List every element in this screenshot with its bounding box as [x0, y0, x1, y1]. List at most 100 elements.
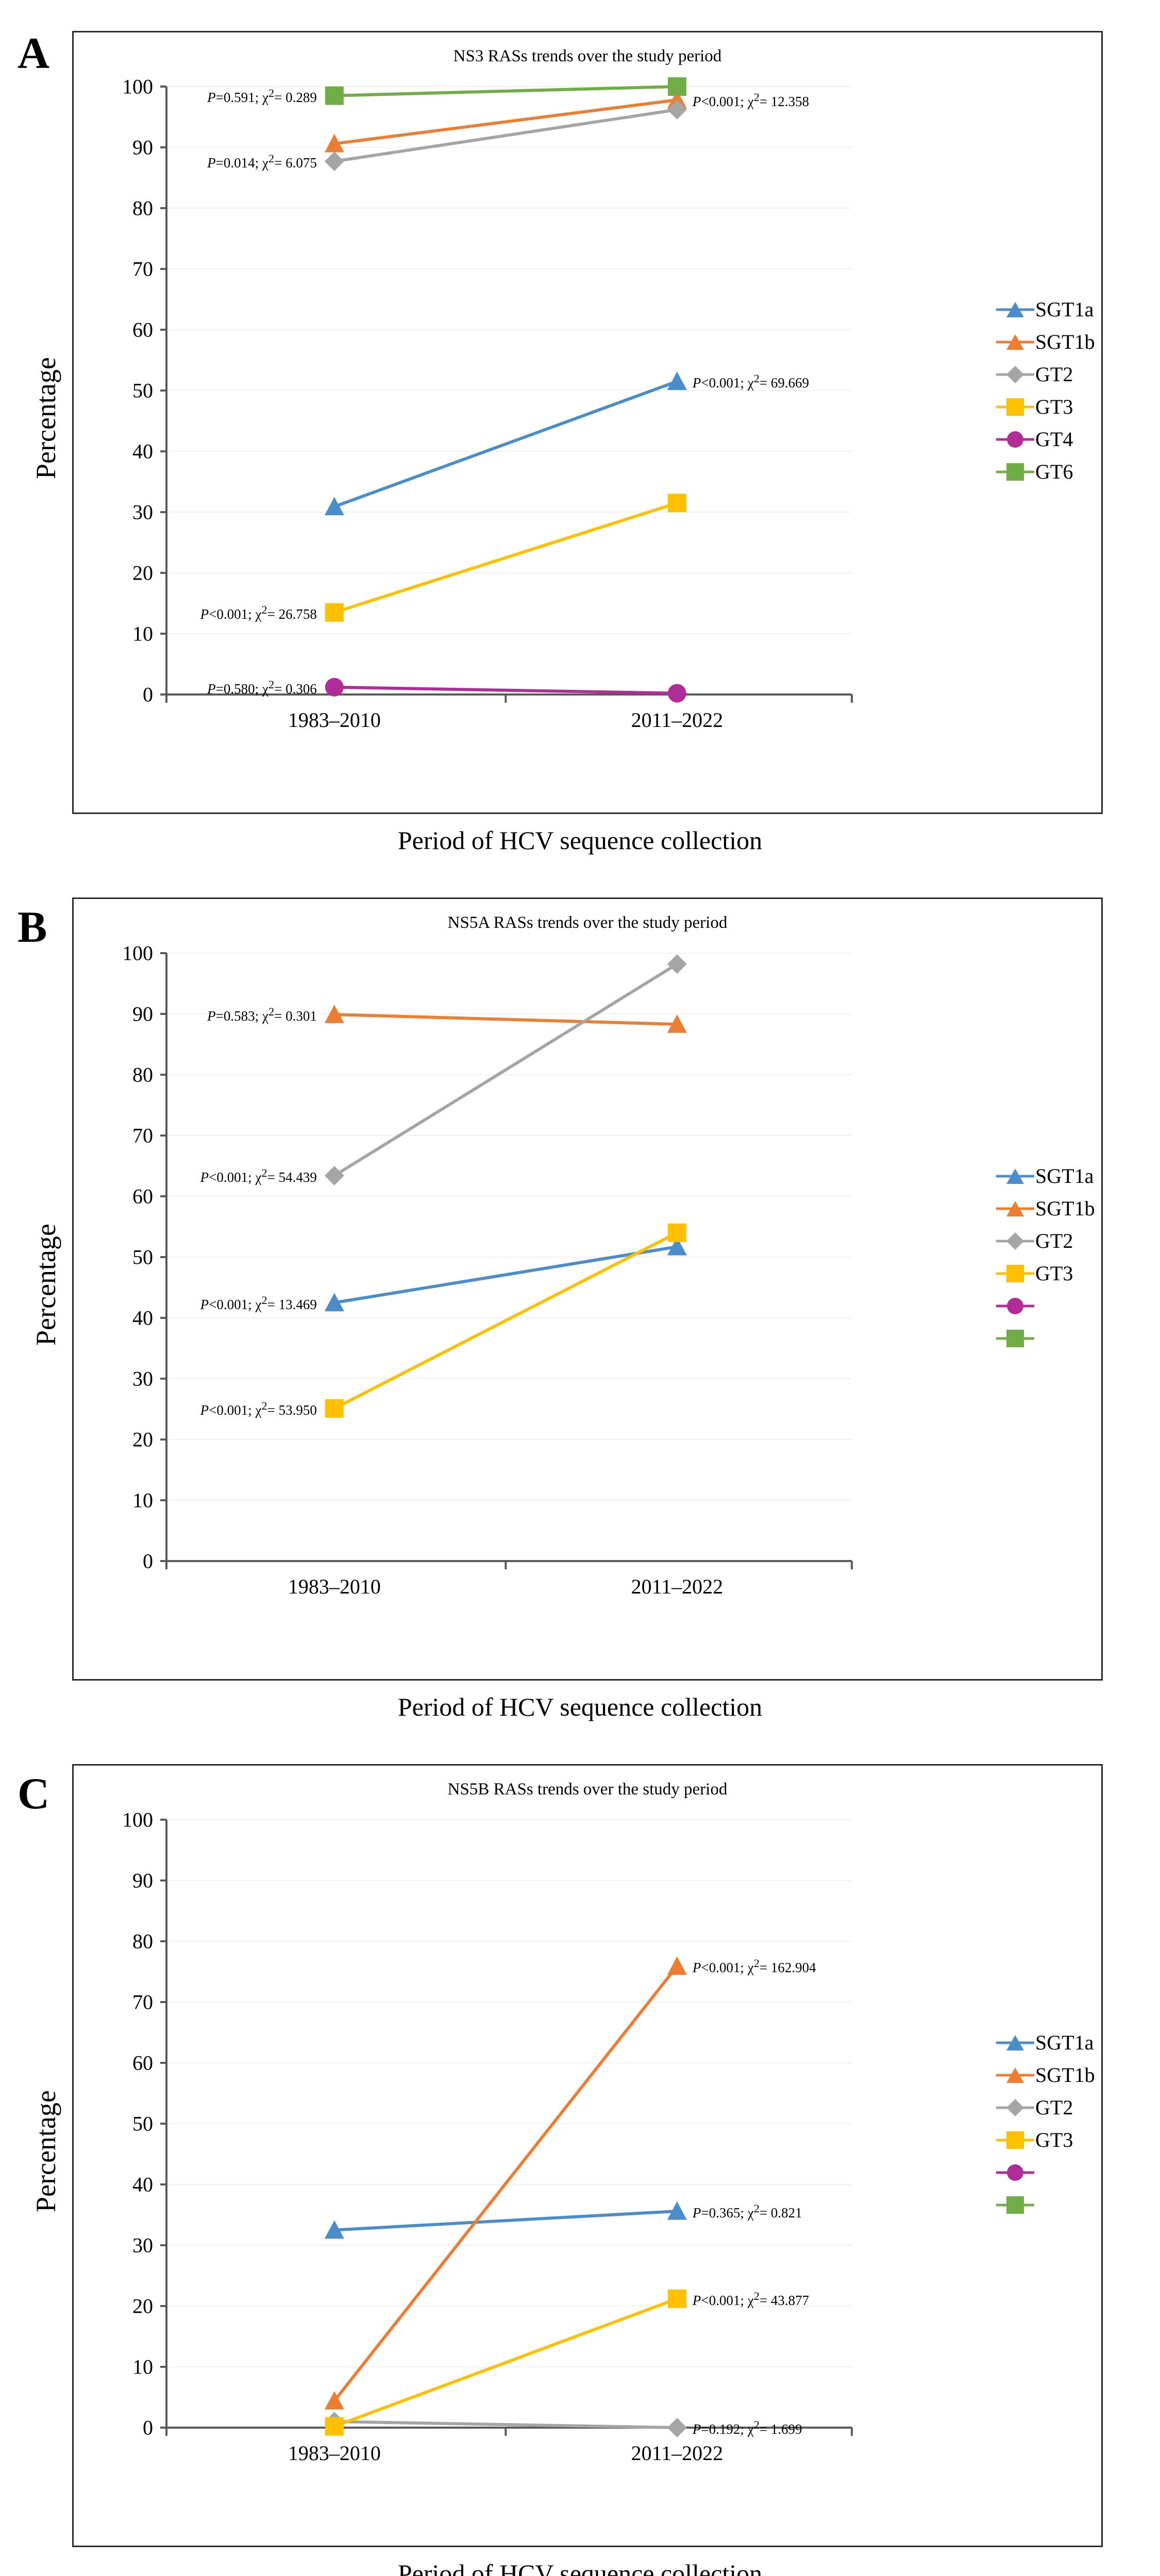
- x-tick-label: 2011–2022: [631, 708, 724, 732]
- legend-item-GT3[interactable]: GT3: [996, 2124, 1095, 2156]
- annotation: P<0.001; χ2= 53.950: [200, 1399, 317, 1418]
- x-tick-label: 2011–2022: [631, 2442, 724, 2465]
- annotation-superscript: 2: [261, 1293, 267, 1307]
- y-tick-label: 80: [132, 1063, 153, 1087]
- legend-item-GT6[interactable]: [996, 2189, 1095, 2221]
- y-tick-label: 60: [132, 318, 153, 342]
- x-tick-label: 1983–2010: [288, 1575, 381, 1598]
- data-point-GT3: [325, 2417, 344, 2436]
- legend-item-SGT1b[interactable]: SGT1b: [996, 326, 1095, 358]
- legend-item-GT2[interactable]: GT2: [996, 358, 1095, 391]
- legend-item-SGT1a[interactable]: SGT1a: [996, 293, 1095, 326]
- legend-item-SGT1a[interactable]: SGT1a: [996, 2026, 1095, 2059]
- data-point-SGT1b: [324, 1005, 344, 1023]
- panel-letter-B: B: [18, 902, 47, 952]
- x-tick-label: 2011–2022: [631, 1575, 724, 1598]
- data-point-GT4: [667, 684, 686, 703]
- y-tick-label: 100: [122, 941, 153, 965]
- y-tick-label: 10: [132, 1488, 153, 1512]
- y-tick-label: 90: [132, 135, 153, 159]
- annotation-p-symbol: P: [200, 1296, 209, 1312]
- annotation-superscript: 2: [268, 86, 275, 99]
- legend-item-GT2[interactable]: GT2: [996, 1225, 1095, 1257]
- legend-item-GT2[interactable]: GT2: [996, 2091, 1095, 2124]
- y-tick-label: 30: [132, 1367, 153, 1391]
- annotation-body: <0.001; χ: [209, 1296, 262, 1312]
- plot-area-A: [160, 77, 853, 703]
- y-tick-label: 20: [132, 2294, 153, 2318]
- y-tick-label: 80: [132, 1929, 153, 1953]
- legend-item-GT6[interactable]: [996, 1322, 1095, 1354]
- annotation-tail: = 0.289: [274, 89, 317, 105]
- legend-swatch-SGT1a: [996, 2033, 1034, 2053]
- legend-marker-GT3: [1006, 398, 1024, 416]
- y-tick-label: 50: [132, 379, 153, 402]
- y-tick-label: 100: [122, 1808, 153, 1832]
- legend-swatch-GT4: [996, 430, 1034, 449]
- plot-canvas-B: [160, 952, 853, 1569]
- series-line-GT3: [333, 1231, 678, 1410]
- annotation-body: =0.580; χ: [215, 681, 268, 697]
- data-point-GT6: [325, 86, 344, 105]
- legend-swatch-SGT1b: [996, 2065, 1034, 2085]
- annotation-tail: = 26.758: [267, 606, 317, 622]
- series-line-SGT1a: [334, 2209, 678, 2232]
- series-line-GT3: [333, 501, 678, 614]
- data-point-SGT1b: [667, 1956, 687, 1975]
- legend-label-GT2: GT2: [1035, 1229, 1073, 1252]
- annotation-p-symbol: P: [200, 1169, 209, 1185]
- legend-marker-GT2: [1006, 1232, 1024, 1250]
- data-point-SGT1a: [324, 1293, 344, 1312]
- chart-title-A: NS3 RASs trends over the study period: [453, 47, 722, 65]
- annotation-tail: = 13.469: [267, 1296, 317, 1312]
- legend-item-SGT1b[interactable]: SGT1b: [996, 1192, 1095, 1225]
- annotation-p-symbol: P: [207, 681, 216, 697]
- y-tick-label: 60: [132, 2051, 153, 2075]
- y-tick-label: 100: [122, 75, 153, 98]
- legend-item-GT4[interactable]: [996, 1290, 1095, 1322]
- legend-swatch-GT6: [996, 1329, 1034, 1348]
- legend-marker-SGT1a: [1006, 2035, 1024, 2050]
- legend-item-SGT1a[interactable]: SGT1a: [996, 1160, 1095, 1192]
- legend-marker-GT6: [1006, 1329, 1024, 1347]
- legend-item-GT3[interactable]: GT3: [996, 1257, 1095, 1290]
- y-tick-label: 70: [132, 1990, 153, 2014]
- legend-B: SGT1a SGT1b GT2 GT3: [996, 1160, 1095, 1354]
- y-tick-label: 40: [132, 1306, 153, 1330]
- legend-label-SGT1a: SGT1a: [1035, 298, 1094, 321]
- legend-item-GT3[interactable]: GT3: [996, 391, 1095, 423]
- annotation-body: <0.001; χ: [701, 2292, 754, 2308]
- data-point-GT3: [325, 1399, 344, 1418]
- annotation-tail: = 54.439: [267, 1169, 317, 1185]
- data-point-SGT1b: [324, 133, 344, 152]
- y-tick-label: 30: [132, 500, 153, 524]
- legend-swatch-GT3: [996, 1264, 1034, 1283]
- panel-letter-C: C: [18, 1769, 50, 1818]
- y-tick-label: 50: [132, 1245, 153, 1269]
- legend-C: SGT1a SGT1b GT2 GT3: [996, 2026, 1095, 2221]
- x-tick-label: 1983–2010: [288, 2442, 381, 2465]
- legend-item-GT4[interactable]: [996, 2156, 1095, 2189]
- y-tick-label: 80: [132, 196, 153, 220]
- annotation-body: <0.001; χ: [209, 1402, 262, 1418]
- y-tick-label: 10: [132, 622, 153, 646]
- legend-item-SGT1b[interactable]: SGT1b: [996, 2059, 1095, 2091]
- data-point-GT2: [667, 2418, 687, 2437]
- y-tick-label: 20: [132, 1428, 153, 1451]
- annotation: P<0.001; χ2= 12.358: [693, 91, 809, 110]
- legend-item-GT6[interactable]: GT6: [996, 455, 1095, 488]
- y-tick-label: 70: [132, 1124, 153, 1147]
- legend-swatch-SGT1a: [996, 1166, 1034, 1186]
- annotation-tail: = 0.821: [759, 2205, 802, 2221]
- y-tick-label: 70: [132, 257, 153, 281]
- annotation-superscript: 2: [261, 1166, 267, 1179]
- series-line-SGT1a: [333, 380, 678, 509]
- data-point-GT2: [667, 99, 687, 120]
- annotation-superscript: 2: [268, 677, 275, 691]
- legend-label-GT6: GT6: [1035, 460, 1073, 483]
- legend-item-GT4[interactable]: GT4: [996, 423, 1095, 455]
- y-axis-title-B: Percentage: [30, 1224, 61, 1346]
- annotation-tail: = 6.075: [274, 155, 317, 171]
- annotation: P=0.365; χ2= 0.821: [693, 2202, 802, 2221]
- plot-canvas-C: [160, 1819, 853, 2437]
